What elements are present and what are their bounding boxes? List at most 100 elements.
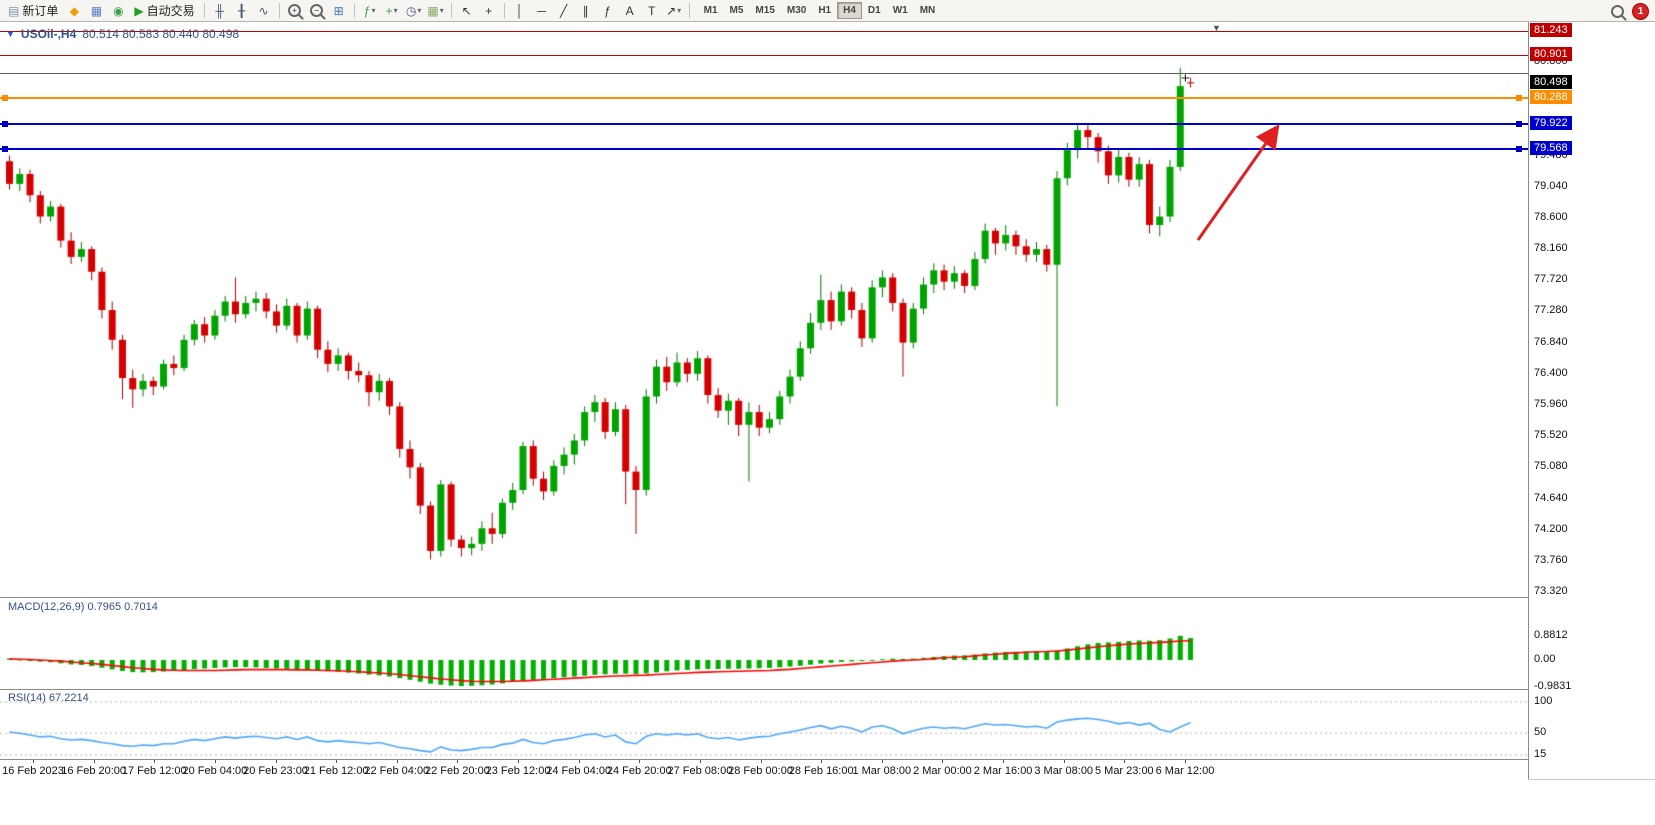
indicators-icon[interactable]: ƒ ▾ [359, 1, 381, 21]
horizontal-line[interactable] [0, 123, 1528, 126]
dropdown-caret-icon: ▾ [439, 6, 444, 15]
time-axis-label: 17 Feb 12:00 [121, 765, 187, 777]
time-axis-label: 2 Mar 16:00 [973, 765, 1033, 777]
charts-community-icon[interactable]: ▦ [85, 1, 107, 21]
new-chart-icon[interactable]: + ▾ [381, 1, 403, 21]
timeframe-d1-button[interactable]: D1 [867, 5, 881, 16]
bar-chart-icon[interactable]: ╫ [209, 1, 231, 21]
timeframe-m15-button[interactable]: M15 [755, 5, 775, 16]
macd-header: MACD(12,26,9) 0.7965 0.7014 [8, 601, 158, 613]
autotrading-button[interactable]: ▶ 自动交易 [129, 1, 199, 21]
time-axis-tick [1124, 760, 1126, 763]
time-axis-tick [1003, 760, 1005, 763]
price-axis[interactable]: 80.80079.48079.04078.60078.16077.72077.2… [1528, 22, 1655, 779]
periods-icon: ◷ [405, 3, 417, 18]
timeframe-h1-button[interactable]: H1 [818, 5, 832, 16]
line-handle[interactable] [2, 146, 8, 153]
text-icon[interactable]: A [619, 1, 641, 21]
chart-symbol-label: USOil-,H4 [20, 27, 77, 41]
text-icon: A [625, 3, 634, 18]
time-axis[interactable]: 16 Feb 2023 16 Feb 20:00 17 Feb 12:00 20 Fe… [0, 760, 1528, 780]
time-axis-tick [760, 760, 762, 763]
crosshair-icon[interactable]: + [478, 1, 500, 21]
time-axis-tick [639, 760, 641, 763]
price-axis-label: 76.400 [1534, 366, 1568, 379]
price-level-badge: 81.243 [1530, 22, 1572, 37]
price-axis-label: 74.200 [1534, 522, 1568, 535]
horizontal-line[interactable] [0, 30, 1528, 32]
rsi-indicator-pane[interactable] [0, 690, 1528, 760]
timeframe-h4-button[interactable]: H4 [837, 2, 862, 19]
toolbar-separator [203, 3, 205, 18]
pane-separator[interactable] [0, 597, 1655, 598]
horizontal-line[interactable] [0, 97, 1528, 100]
chart-ohlc-label: 80.514 80.583 80.440 80.498 [82, 27, 240, 41]
fibonacci-icon: ƒ [604, 3, 611, 18]
mql5-icon[interactable]: ◆ [63, 1, 85, 21]
line-handle[interactable] [1516, 146, 1522, 153]
tile-windows-icon[interactable]: ⊞ [328, 1, 350, 21]
price-axis-label: 79.040 [1534, 179, 1568, 192]
channel-icon[interactable]: ∥ [575, 1, 597, 21]
new-order-button-label: 新订单 [22, 4, 59, 18]
time-axis-label: 6 Mar 12:00 [1155, 765, 1215, 777]
candlestick-chart[interactable] [0, 22, 1528, 598]
label-icon[interactable]: T [641, 1, 663, 21]
fibonacci-icon[interactable]: ƒ [597, 1, 619, 21]
line-handle[interactable] [2, 121, 8, 128]
macd-indicator-pane[interactable] [0, 598, 1528, 690]
time-axis-label: 1 Mar 08:00 [852, 765, 912, 777]
timeframe-m30-button[interactable]: M30 [786, 5, 807, 16]
timeframe-m1-button[interactable]: M1 [703, 5, 718, 16]
arrows-icon: ↗ [666, 3, 677, 18]
toolbar-right: 1 [1611, 0, 1649, 22]
timeframe-toolbar: M1 M5 M15 M30 H1 H4 D1 W1 MN [698, 2, 942, 19]
horizontal-line[interactable] [0, 148, 1528, 151]
timeframe-w1-button[interactable]: W1 [892, 5, 908, 16]
new-order-button[interactable]: ▤ 新订单 [3, 1, 63, 21]
templates-icon: ▦ [427, 3, 439, 18]
horizontal-line[interactable] [0, 54, 1528, 56]
candlestick-chart-icon[interactable]: ╂ [231, 1, 253, 21]
dropdown-caret-icon: ▾ [417, 6, 422, 15]
timeframe-mn-button[interactable]: MN [919, 5, 936, 16]
line-handle[interactable] [2, 95, 8, 102]
vertical-line-icon[interactable]: │ [509, 1, 531, 21]
cursor-icon[interactable]: ↖ [456, 1, 478, 21]
templates-icon[interactable]: ▦ ▾ [425, 1, 447, 21]
macd-axis-label: 0.8812 [1534, 628, 1568, 641]
new-chart-icon: + [385, 3, 393, 18]
chart-expand-icon[interactable]: ▼ [6, 29, 15, 39]
search-icon[interactable] [1611, 4, 1624, 18]
mql5-icon: ◆ [69, 3, 79, 18]
time-axis-tick [699, 760, 701, 763]
chart-shift-marker-icon[interactable]: ▼ [1212, 23, 1221, 33]
zoom-in-icon[interactable]: + [284, 1, 306, 21]
toolbar-separator [450, 3, 452, 18]
line-chart-icon[interactable]: ∿ [253, 1, 275, 21]
line-handle[interactable] [1516, 95, 1522, 102]
horizontal-line[interactable] [0, 73, 1528, 75]
time-axis-tick [881, 760, 883, 763]
periods-icon[interactable]: ◷ ▾ [403, 1, 425, 21]
help-icon: ◉ [113, 3, 124, 18]
pane-separator[interactable] [0, 759, 1655, 760]
time-axis-label: 22 Feb 04:00 [364, 765, 430, 777]
notification-badge[interactable]: 1 [1632, 2, 1649, 20]
pane-separator[interactable] [0, 689, 1655, 690]
time-axis-label: 21 Feb 12:00 [303, 765, 369, 777]
trendline-icon: ╱ [559, 3, 568, 18]
trendline-icon[interactable]: ╱ [553, 1, 575, 21]
arrows-icon[interactable]: ↗ ▾ [663, 1, 685, 21]
help-icon[interactable]: ◉ [107, 1, 129, 21]
time-axis-label: 16 Feb 2023 [2, 765, 64, 777]
line-handle[interactable] [1516, 121, 1522, 128]
timeframe-m5-button[interactable]: M5 [729, 5, 744, 16]
zoom-out-icon[interactable]: − [306, 1, 328, 21]
time-axis-tick [518, 760, 520, 763]
toolbar-separator [503, 3, 505, 18]
horizontal-line-icon[interactable]: ─ [531, 1, 553, 21]
rsi-axis-label: 50 [1534, 726, 1547, 739]
price-axis-label: 73.320 [1534, 585, 1568, 598]
toolbar-separator [353, 3, 355, 18]
